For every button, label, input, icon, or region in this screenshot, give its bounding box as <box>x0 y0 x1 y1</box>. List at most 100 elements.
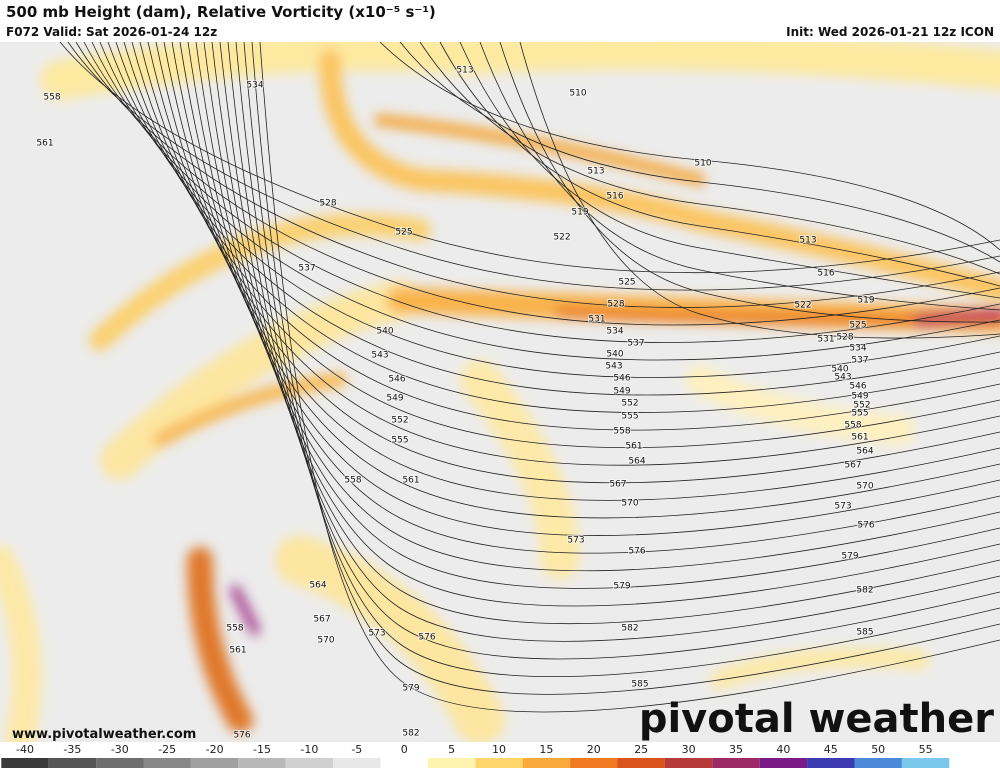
contour-label: 567 <box>313 615 330 625</box>
colorbar-segment <box>238 758 286 768</box>
contour-label: 516 <box>606 192 623 202</box>
colorbar-label: -10 <box>300 743 318 756</box>
contour-label: 537 <box>627 339 644 349</box>
colorbar-segment <box>759 758 808 768</box>
colorbar-segment <box>1 758 49 768</box>
colorbar-label: -20 <box>206 743 224 756</box>
colorbar-label: -30 <box>111 743 129 756</box>
contour-label: 561 <box>229 646 246 656</box>
title: 500 mb Height (dam), Relative Vorticity … <box>6 3 436 21</box>
contour-label: 561 <box>402 476 419 486</box>
contour-label: 546 <box>388 375 405 385</box>
contour-label: 558 <box>226 624 243 634</box>
contour-line <box>163 41 1000 501</box>
contour-label: 543 <box>605 362 622 372</box>
colorbar-segment <box>143 758 191 768</box>
contour-label: 582 <box>402 729 419 739</box>
colorbar-label: -25 <box>158 743 176 756</box>
contour-label: 519 <box>571 208 588 218</box>
contour-label: 537 <box>851 356 868 366</box>
contour-label: 510 <box>694 159 711 169</box>
contour-line <box>179 41 1000 536</box>
colorbar-label: 20 <box>587 743 601 756</box>
contour-label: 522 <box>553 233 570 243</box>
colorbar-segment <box>333 758 381 768</box>
colorbar-label: 0 <box>401 743 408 756</box>
colorbar-segment <box>96 758 144 768</box>
contour-label: 570 <box>317 636 334 646</box>
contour-label: 573 <box>368 629 385 639</box>
contour-labels: 534 558 561 513 510 510 513 516 519 522 513 516 519 5… <box>35 65 875 742</box>
contour-label: 558 <box>613 427 630 437</box>
contour-label: 552 <box>391 416 408 426</box>
colorbar-segment <box>807 758 855 768</box>
contour-label: 576 <box>857 521 874 531</box>
contour-label: 540 <box>376 327 393 337</box>
contour-label: 561 <box>851 433 868 443</box>
colorbar-segment <box>475 758 523 768</box>
contour-label: 540 <box>606 350 623 360</box>
colorbar-label: -40 <box>16 743 34 756</box>
contour-label: 558 <box>43 93 60 103</box>
colorbar-label: 10 <box>492 743 506 756</box>
colorbar-segment <box>712 758 760 768</box>
contour-label: 540 <box>831 365 848 375</box>
contour-line <box>259 41 1000 713</box>
brand-watermark: pivotal weather <box>639 696 994 742</box>
contour-line <box>499 41 1000 323</box>
contour-line <box>171 41 1000 519</box>
contour-label: 525 <box>849 321 866 331</box>
contour-line <box>235 41 1000 660</box>
contour-line <box>83 41 1000 326</box>
colorbar-segment <box>854 758 902 768</box>
header-background <box>0 0 1000 42</box>
contour-label: 510 <box>569 89 586 99</box>
contour-line <box>379 41 1000 251</box>
contour-label: 522 <box>794 301 811 311</box>
colorbar-segment <box>427 758 476 768</box>
contour-label: 549 <box>386 394 403 404</box>
colorbar-segment <box>285 758 334 768</box>
colorbar-segment <box>190 758 239 768</box>
colorbar-label: 5 <box>448 743 455 756</box>
contour-label: 561 <box>625 442 642 452</box>
vorticity-shading <box>0 30 1000 755</box>
contour-label: 576 <box>418 633 435 643</box>
colorbar-label: 50 <box>871 743 885 756</box>
contour-label: 585 <box>856 628 873 638</box>
colorbar-label: -35 <box>63 743 81 756</box>
height-contours <box>59 41 1000 713</box>
contour-label: 585 <box>631 680 648 690</box>
contour-line <box>243 41 1000 678</box>
contour-label: 567 <box>609 480 626 490</box>
contour-label: 543 <box>834 373 851 383</box>
contour-label: 579 <box>841 552 858 562</box>
contour-line <box>203 41 1000 589</box>
contour-label: 534 <box>246 81 263 91</box>
contour-label: 570 <box>621 499 638 509</box>
contour-label: 582 <box>621 624 638 634</box>
contour-line <box>91 41 1000 343</box>
contour-label: 555 <box>851 409 868 419</box>
colorbar-label: 25 <box>634 743 648 756</box>
contour-line <box>107 41 1000 378</box>
colorbar-segment <box>617 758 665 768</box>
colorbar-label: -5 <box>351 743 362 756</box>
contour-label: 513 <box>587 167 604 177</box>
colorbar-segment <box>901 758 950 768</box>
contour-label: 558 <box>344 476 361 486</box>
contour-label: 516 <box>817 269 834 279</box>
contour-line <box>519 41 1000 339</box>
contour-label: 549 <box>613 387 630 397</box>
contour-line <box>155 41 1000 484</box>
contour-label: 525 <box>618 278 635 288</box>
contour-label: 543 <box>371 351 388 361</box>
website-url: www.pivotalweather.com <box>12 727 196 742</box>
colorbar-label: 55 <box>919 743 933 756</box>
contour-line <box>439 41 1000 287</box>
valid-time: F072 Valid: Sat 2026-01-24 12z <box>6 25 217 39</box>
contour-label: 552 <box>621 399 638 409</box>
colorbar-segment <box>570 758 618 768</box>
contour-label: 564 <box>628 457 645 467</box>
